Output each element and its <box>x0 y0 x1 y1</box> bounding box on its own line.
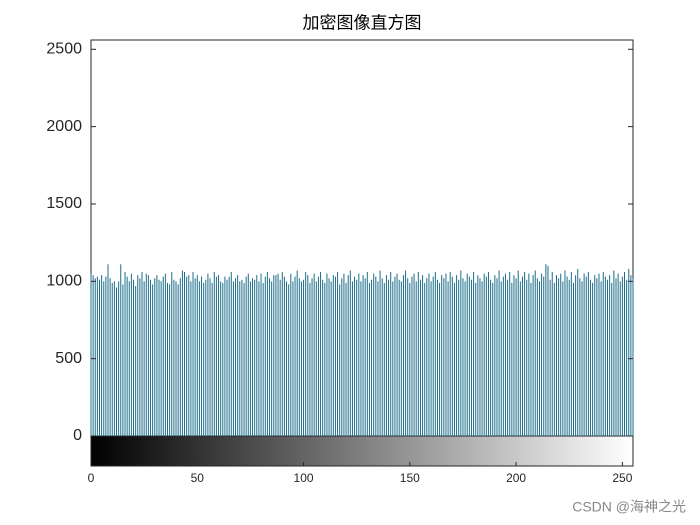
y-tick-label: 2000 <box>46 118 82 135</box>
watermark: CSDN @海神之光 <box>572 499 686 515</box>
plot-area <box>90 39 634 437</box>
y-tick-label: 2500 <box>46 41 82 58</box>
chart-title: 加密图像直方图 <box>303 14 422 34</box>
y-tick-label: 1500 <box>46 195 82 212</box>
x-tick-label: 150 <box>400 471 420 485</box>
x-tick-label: 200 <box>506 471 526 485</box>
x-tick-label: 0 <box>88 471 95 485</box>
colorbar <box>90 435 634 467</box>
x-tick-label: 50 <box>191 471 205 485</box>
x-tick-label: 100 <box>294 471 314 485</box>
marks <box>90 264 634 436</box>
x-tick-label: 250 <box>612 471 632 485</box>
y-tick-label: 1000 <box>46 273 82 290</box>
y-tick-label: 0 <box>73 427 82 444</box>
y-tick-label: 500 <box>55 350 82 367</box>
